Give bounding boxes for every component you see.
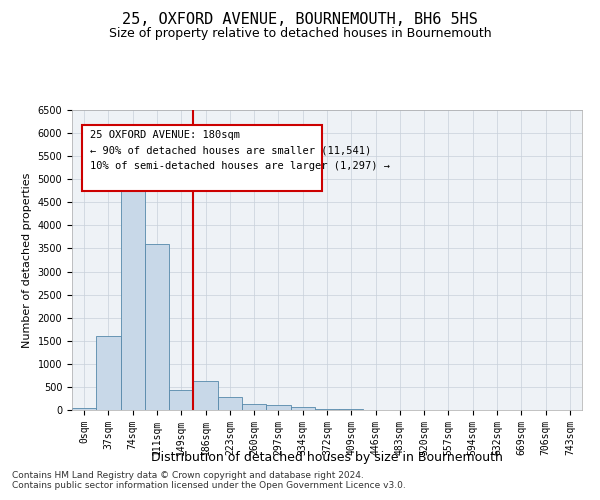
- Bar: [96, 336, 121, 410]
- Bar: [145, 244, 169, 410]
- Bar: [121, 177, 145, 410]
- Text: Contains HM Land Registry data © Crown copyright and database right 2024.: Contains HM Land Registry data © Crown c…: [12, 471, 364, 480]
- Text: 25 OXFORD AVENUE: 180sqm
← 90% of detached houses are smaller (11,541)
10% of se: 25 OXFORD AVENUE: 180sqm ← 90% of detach…: [90, 130, 390, 170]
- Text: Contains public sector information licensed under the Open Government Licence v3: Contains public sector information licen…: [12, 481, 406, 490]
- Text: Size of property relative to detached houses in Bournemouth: Size of property relative to detached ho…: [109, 28, 491, 40]
- Bar: [193, 382, 218, 410]
- FancyBboxPatch shape: [82, 125, 322, 191]
- Y-axis label: Number of detached properties: Number of detached properties: [22, 172, 32, 348]
- Bar: [266, 406, 290, 410]
- Bar: [315, 408, 339, 410]
- Bar: [169, 390, 193, 410]
- Text: 25, OXFORD AVENUE, BOURNEMOUTH, BH6 5HS: 25, OXFORD AVENUE, BOURNEMOUTH, BH6 5HS: [122, 12, 478, 28]
- Bar: [290, 407, 315, 410]
- Bar: [218, 397, 242, 410]
- Text: Distribution of detached houses by size in Bournemouth: Distribution of detached houses by size …: [151, 451, 503, 464]
- Bar: [72, 408, 96, 410]
- Bar: [242, 404, 266, 410]
